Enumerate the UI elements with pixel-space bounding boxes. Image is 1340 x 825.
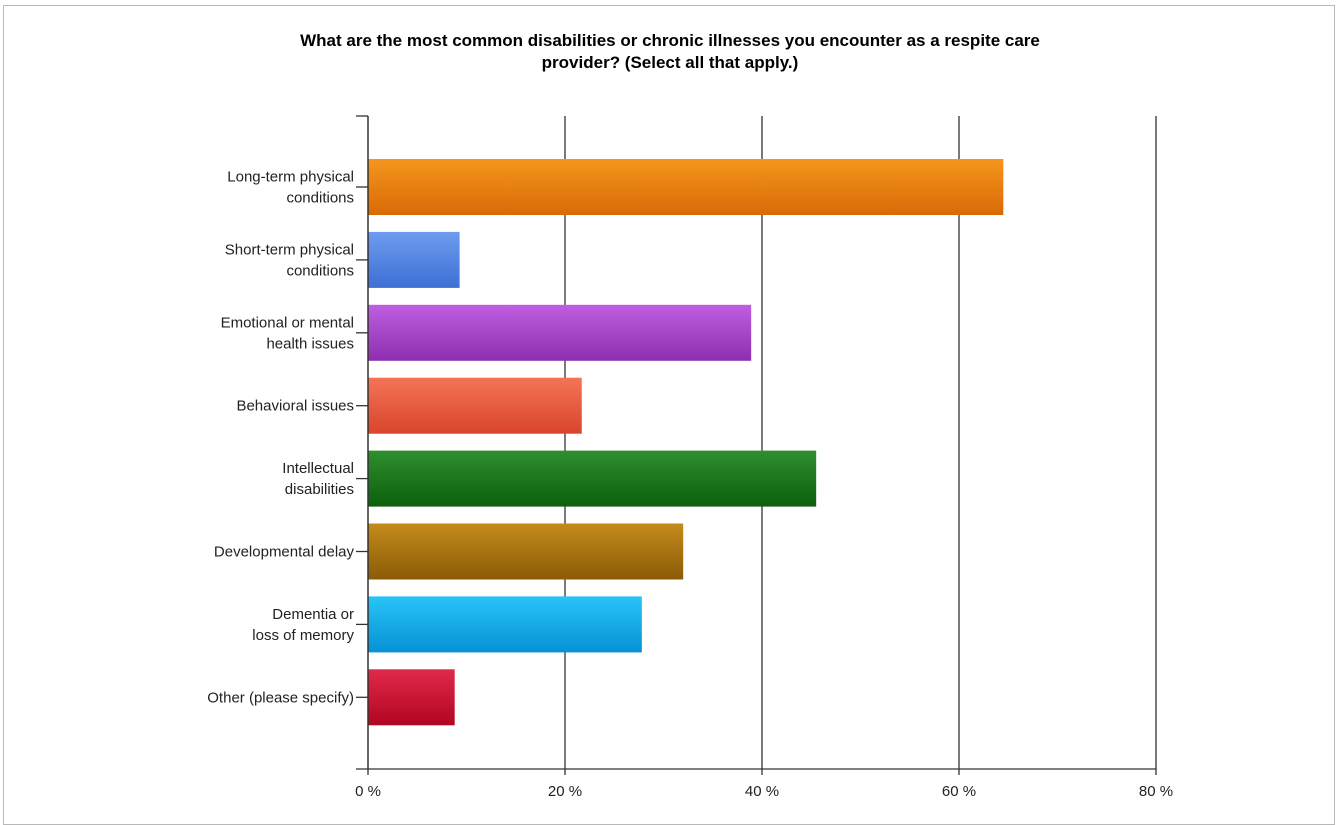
bars	[368, 159, 1004, 726]
category-labels: Long-term physical conditions Short-term p…	[207, 169, 354, 707]
category-label: Other (please specify)	[207, 689, 354, 706]
bar	[368, 304, 752, 361]
bar	[368, 377, 582, 434]
category-label: conditions	[286, 262, 354, 279]
category-label: Behavioral issues	[236, 398, 354, 415]
chart-title: What are the most common disabilities or…	[170, 30, 1170, 74]
bar	[368, 669, 455, 726]
x-tick-label: 20 %	[548, 783, 582, 800]
category-label: Intellectual	[282, 460, 354, 477]
category-label: health issues	[266, 335, 354, 352]
x-tick-label: 80 %	[1139, 783, 1173, 800]
category-label: loss of memory	[252, 627, 354, 644]
category-label: Dementia or	[272, 606, 354, 623]
category-label: Short-term physical	[225, 241, 354, 258]
chart-title-line-2: provider? (Select all that apply.)	[541, 53, 799, 72]
category-label: Long-term physical	[227, 169, 354, 186]
x-tick-label: 60 %	[942, 783, 976, 800]
category-label: Developmental delay	[214, 544, 355, 561]
x-tick-label: 0 %	[355, 783, 381, 800]
chart-title-line-1: What are the most common disabilities or…	[300, 31, 1040, 50]
axes	[356, 115, 1157, 775]
bar	[368, 159, 1004, 215]
gridlines	[564, 116, 1157, 769]
x-tick-label: 40 %	[745, 783, 779, 800]
bar	[368, 231, 460, 288]
category-label: disabilities	[285, 481, 354, 498]
x-tick-labels: 0 % 20 % 40 % 60 % 80 %	[355, 783, 1173, 800]
category-label: Emotional or mental	[221, 314, 354, 331]
bar	[368, 523, 684, 580]
bar	[368, 450, 817, 507]
category-label: conditions	[286, 190, 354, 207]
bar	[368, 596, 642, 653]
